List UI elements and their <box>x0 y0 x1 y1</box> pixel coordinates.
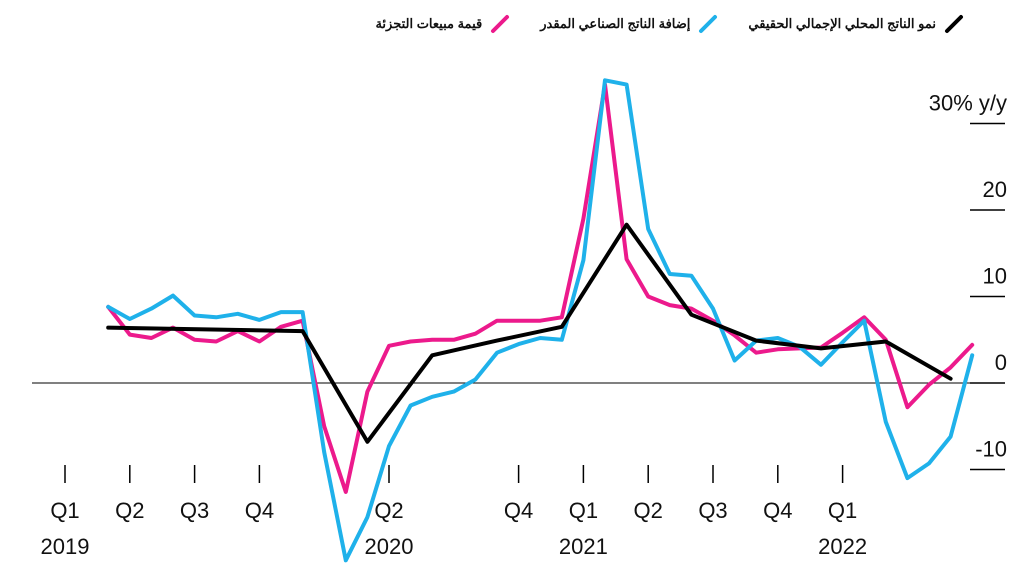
legend-swatch-gdp <box>945 15 963 33</box>
legend-label-retail: قيمة مبيعات التجزئة <box>375 16 483 31</box>
series-line-1 <box>106 78 975 563</box>
x-tick-label-5: Q4 <box>504 498 533 523</box>
x-tick-label-1: Q2 <box>115 498 144 523</box>
x-year-label-6: 2021 <box>559 534 608 559</box>
x-year-label-10: 2022 <box>818 534 867 559</box>
x-tick-label-7: Q2 <box>634 498 663 523</box>
x-tick-label-6: Q1 <box>569 498 598 523</box>
y-tick-label-3: 0 <box>995 350 1007 375</box>
chart-legend: نمو الناتج المحلي الإجمالي الحقيقي إضافة… <box>375 14 964 34</box>
y-tick-label-0: 30% y/y <box>929 91 1007 116</box>
y-tick-label-1: 20 <box>983 177 1007 202</box>
legend-label-industrial: إضافة الناتج الصناعي المقدر <box>540 16 691 31</box>
series-line-0 <box>106 222 953 444</box>
x-tick-label-3: Q4 <box>245 498 274 523</box>
legend-item-industrial: إضافة الناتج الصناعي المقدر <box>540 14 718 34</box>
x-year-label-4: 2020 <box>365 534 414 559</box>
legend-item-retail: قيمة مبيعات التجزئة <box>375 14 510 34</box>
legend-swatch-retail <box>491 15 510 33</box>
x-tick-label-2: Q3 <box>180 498 209 523</box>
x-tick-label-0: Q1 <box>50 498 79 523</box>
x-tick-label-4: Q2 <box>374 498 403 523</box>
x-year-label-0: 2019 <box>41 534 90 559</box>
x-tick-label-10: Q1 <box>828 498 857 523</box>
y-tick-label-2: 10 <box>983 264 1007 289</box>
y-tick-label-4: -10 <box>975 437 1007 462</box>
legend-label-gdp: نمو الناتج المحلي الإجمالي الحقيقي <box>748 16 936 31</box>
legend-item-gdp: نمو الناتج المحلي الإجمالي الحقيقي <box>748 14 964 34</box>
series-line-2 <box>106 82 975 494</box>
x-tick-label-8: Q3 <box>698 498 727 523</box>
x-tick-label-9: Q4 <box>763 498 792 523</box>
legend-swatch-industrial <box>699 15 718 33</box>
